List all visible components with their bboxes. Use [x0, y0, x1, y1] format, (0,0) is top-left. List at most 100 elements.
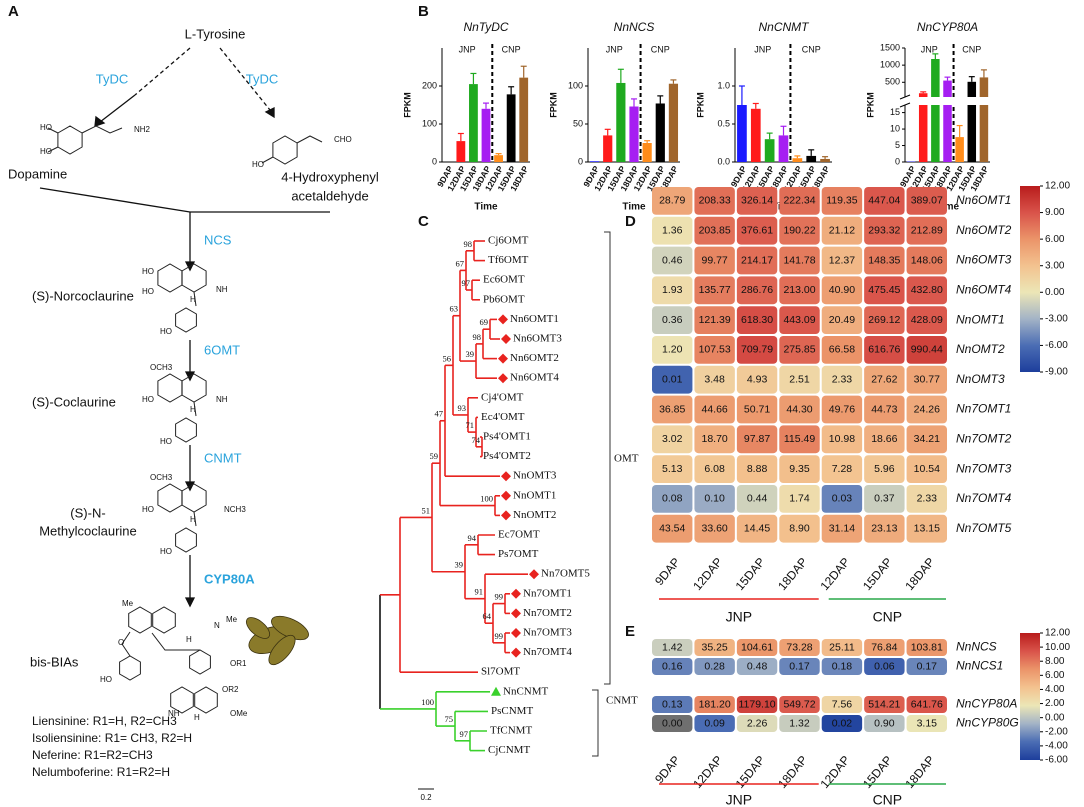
colorbar-tick-label: 6.00	[1045, 234, 1065, 245]
cell-label: 3.15	[917, 717, 938, 729]
cell-label: 212.89	[911, 224, 943, 236]
column-label: 18DAP	[775, 555, 810, 593]
heatmap-cell	[821, 425, 863, 454]
cell-label: 12.37	[829, 254, 855, 266]
bar	[967, 81, 977, 162]
heatmap-cell	[779, 514, 820, 543]
bar	[931, 59, 940, 162]
cell-label: 0.03	[832, 493, 853, 505]
heatmap-cell	[736, 365, 778, 394]
bar	[918, 93, 928, 162]
heatmap-cell	[779, 187, 820, 215]
bond	[151, 632, 200, 651]
bond	[261, 156, 274, 164]
leaf-marker	[511, 608, 521, 619]
y-tick-label: 10	[890, 123, 900, 133]
bar	[469, 84, 478, 162]
cell-label: 24.26	[914, 403, 940, 415]
column-label: 12DAP	[817, 555, 852, 593]
y-axis-label: FPKM	[548, 92, 558, 118]
heatmap-cell	[864, 514, 905, 543]
atom-label: NCH3	[224, 505, 246, 514]
bar	[778, 135, 789, 162]
y-tick-label: 0	[578, 156, 583, 166]
compound: (S)-Coclaurine	[32, 394, 116, 409]
leaf-label: Ps4'OMT2	[483, 450, 531, 462]
heatmap-cell	[906, 276, 947, 305]
heatmap-cell	[736, 306, 778, 334]
atom-label: N	[214, 621, 220, 630]
atom-label: OCH3	[150, 363, 173, 372]
cell-label: 3.48	[704, 373, 725, 385]
heatmap-cell	[694, 187, 735, 215]
bar	[979, 77, 989, 162]
cell-label: 3.02	[662, 433, 683, 445]
heatmap-cell	[779, 365, 820, 394]
leaf-label: Nn6OMT4	[510, 372, 559, 384]
heatmap-cell	[906, 336, 947, 364]
heatmap-cell	[694, 216, 735, 245]
heatmap-cell	[652, 246, 693, 275]
clade-bracket	[604, 231, 611, 685]
row-label: Nn7OMT2	[956, 431, 1012, 445]
ring	[189, 649, 211, 675]
heatmap-cell	[821, 658, 863, 675]
leaf-label: NnOMT2	[513, 509, 556, 521]
atom-label: Me	[122, 599, 134, 608]
leaf-label: Nn7OMT3	[523, 627, 572, 639]
bootstrap: 56	[443, 353, 452, 363]
colorbar-tick-label: 10.00	[1045, 642, 1070, 653]
row-label: Nn7OMT3	[956, 461, 1012, 475]
colorbar	[1020, 633, 1040, 760]
cell-label: 44.30	[786, 403, 812, 415]
cell-label: 18.66	[871, 433, 897, 445]
colorbar-tick-label: 6.00	[1045, 670, 1065, 681]
cell-label: 0.06	[874, 660, 895, 672]
row-label: NnOMT3	[956, 372, 1005, 386]
axis-break	[899, 102, 911, 108]
bootstrap: 63	[450, 304, 459, 314]
cell-label: 27.62	[871, 373, 897, 385]
heatmap-cell	[736, 425, 778, 454]
compound: bis-BIAs	[30, 654, 79, 669]
cell-label: 9.35	[789, 463, 810, 475]
heatmap-cell	[694, 246, 735, 275]
bootstrap: 99	[495, 592, 504, 602]
heatmap-cell	[821, 485, 863, 513]
cell-label: 8.88	[747, 463, 768, 475]
heatmap-cell	[906, 425, 947, 454]
y-tick-label: 0	[432, 156, 437, 166]
cell-label: 76.84	[871, 641, 897, 653]
compound: (S)-N-	[70, 505, 105, 520]
leaf-marker	[511, 628, 521, 638]
cell-label: 376.61	[741, 224, 773, 236]
y-tick-label: 15	[890, 107, 900, 117]
bar	[820, 158, 830, 162]
cell-label: 7.28	[832, 463, 853, 475]
leaf-label: CjCNMT	[488, 744, 530, 756]
cell-label: 475.45	[868, 284, 900, 296]
leaf-label: Ec6OMT	[483, 274, 525, 286]
heatmap-cell	[694, 715, 735, 732]
heatmap-cell	[906, 514, 947, 543]
y-tick-label: 500	[885, 77, 900, 87]
cell-label: 14.45	[744, 522, 770, 534]
bond	[193, 511, 197, 527]
heatmap-cell	[652, 365, 693, 394]
row-label: NnOMT2	[956, 342, 1005, 356]
y-tick-label: 100	[568, 80, 583, 90]
heatmap-cell	[864, 425, 905, 454]
heatmap-cell	[652, 216, 693, 245]
colorbar-tick-label: 0.00	[1045, 287, 1065, 298]
cell-label: 0.17	[789, 660, 810, 672]
cell-label: 135.77	[699, 284, 731, 296]
cell-label: 447.04	[868, 195, 900, 207]
leaf-label: NnCNMT	[503, 685, 549, 697]
bond	[193, 401, 197, 417]
heatmap-cell	[821, 365, 863, 394]
cell-label: 1.74	[789, 493, 810, 505]
cell-label: 641.76	[911, 698, 943, 710]
atom-label: H	[190, 295, 196, 304]
colorbar-tick-label: 2.00	[1045, 698, 1065, 709]
panel-label: C	[418, 213, 429, 230]
